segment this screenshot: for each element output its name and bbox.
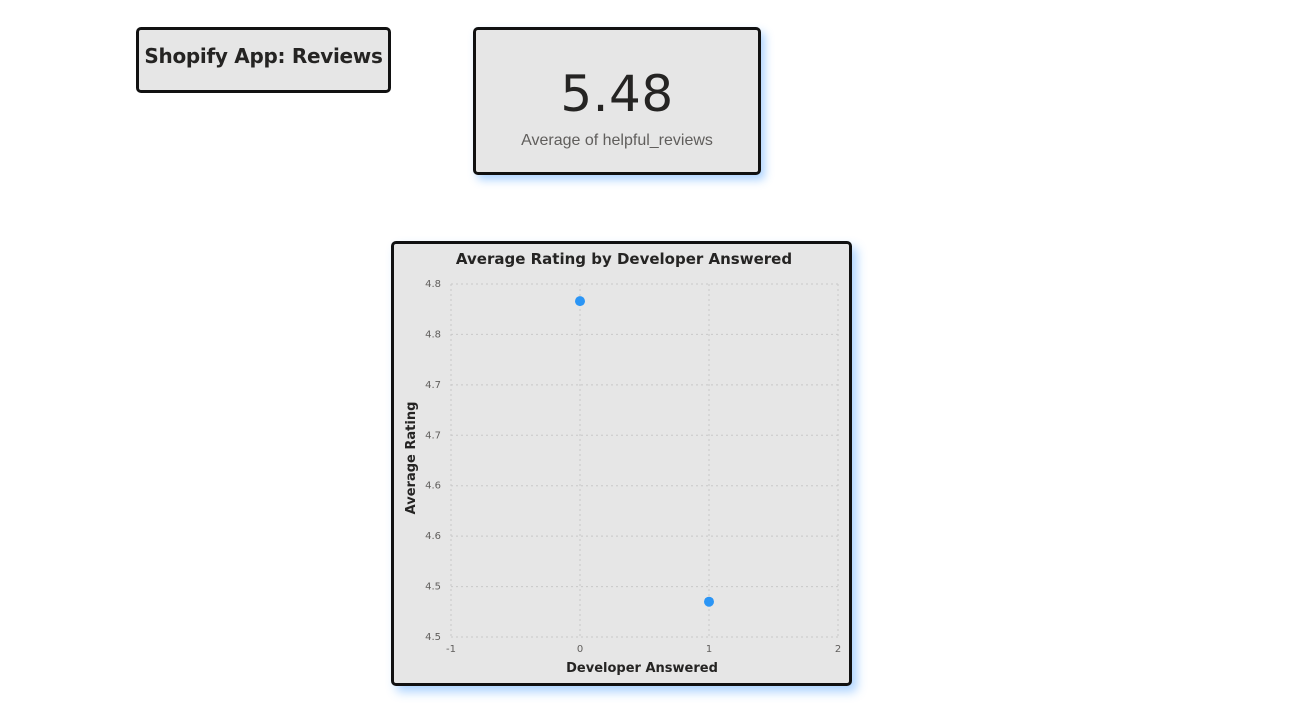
- x-axis-ticks: -1 0 1 2: [446, 644, 841, 655]
- x-tick-label: -1: [446, 644, 456, 655]
- x-axis-title: Developer Answered: [566, 661, 718, 676]
- report-title: Shopify App: Reviews: [144, 44, 383, 68]
- chart-title: Average Rating by Developer Answered: [456, 250, 792, 268]
- scatter-chart-card[interactable]: Average Rating by Developer Answered 4.8…: [391, 241, 852, 686]
- report-title-card: Shopify App: Reviews: [136, 27, 391, 93]
- kpi-card[interactable]: 5.48 Average of helpful_reviews: [473, 27, 761, 175]
- y-tick-label: 4.5: [425, 582, 441, 593]
- y-tick-label: 4.5: [425, 632, 441, 643]
- scatter-chart[interactable]: Average Rating by Developer Answered 4.8…: [391, 241, 852, 686]
- y-tick-label: 4.7: [425, 430, 441, 441]
- y-tick-label: 4.7: [425, 380, 441, 391]
- data-points[interactable]: [575, 296, 714, 607]
- kpi-value: 5.48: [560, 65, 674, 123]
- y-tick-label: 4.8: [425, 329, 441, 340]
- y-tick-label: 4.8: [425, 279, 441, 290]
- x-tick-label: 1: [706, 644, 712, 655]
- y-tick-label: 4.6: [425, 531, 441, 542]
- x-tick-label: 2: [835, 644, 841, 655]
- x-tick-label: 0: [577, 644, 583, 655]
- y-axis-title: Average Rating: [404, 402, 419, 515]
- y-tick-label: 4.6: [425, 481, 441, 492]
- y-axis-ticks: 4.8 4.8 4.7 4.7 4.6 4.6 4.5 4.5: [425, 279, 441, 643]
- kpi-label: Average of helpful_reviews: [521, 132, 713, 149]
- scatter-point[interactable]: [575, 296, 585, 307]
- grid-lines: [450, 283, 839, 638]
- scatter-point[interactable]: [704, 596, 714, 607]
